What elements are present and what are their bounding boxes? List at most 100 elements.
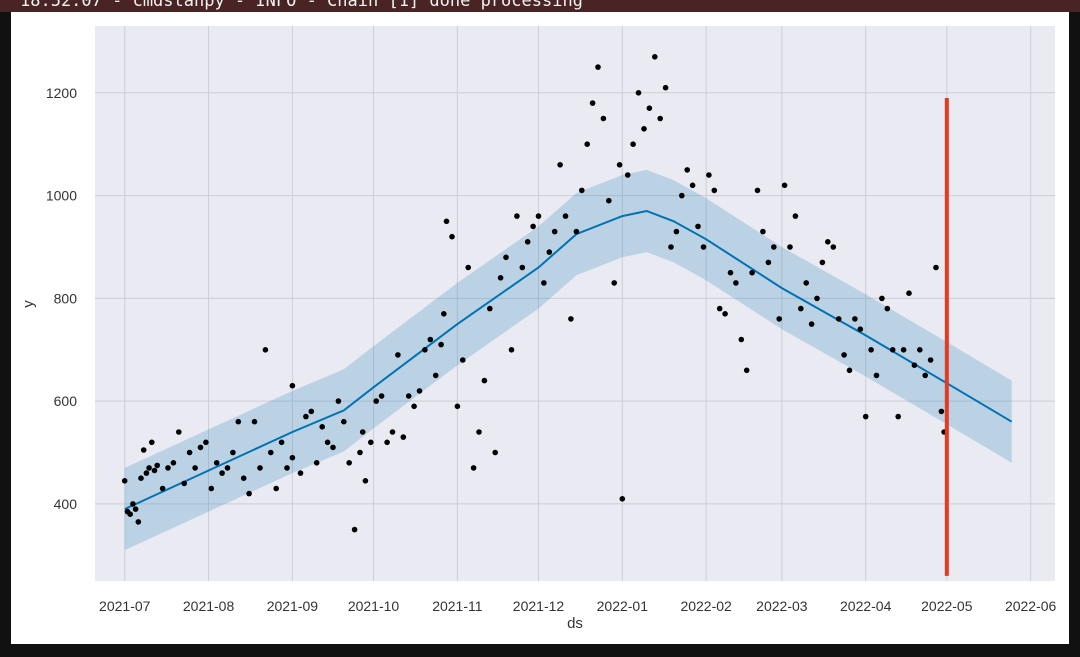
x-tick-label: 2021-09 xyxy=(267,598,319,614)
data-point xyxy=(181,480,187,487)
console-log-text: 18:52:07 - cmdstanpy - INFO - Chain [1] … xyxy=(20,0,583,11)
data-point xyxy=(589,100,596,106)
data-point xyxy=(754,187,761,194)
data-point xyxy=(825,239,831,245)
data-point xyxy=(262,347,269,353)
data-point xyxy=(911,362,918,369)
y-tick-label: 1000 xyxy=(46,188,77,204)
y-axis-label: y xyxy=(20,300,37,308)
data-point xyxy=(441,311,447,317)
data-point xyxy=(203,439,209,446)
data-point xyxy=(138,475,144,482)
data-point xyxy=(535,213,542,219)
data-point xyxy=(557,162,563,168)
data-point xyxy=(341,418,347,425)
data-point xyxy=(165,465,171,471)
data-point xyxy=(508,347,515,353)
data-point xyxy=(738,336,745,343)
data-point xyxy=(857,326,864,333)
chart-figure: 2021-07 2021-08 2021-09 2021-10 2021-11 2021-… xyxy=(11,12,1069,644)
data-point xyxy=(568,316,574,322)
uncertainty-band xyxy=(124,169,1012,551)
console-log-line: 18:52:07 - cmdstanpy - INFO - Chain [1] … xyxy=(0,0,1080,12)
data-point xyxy=(776,316,782,322)
x-tick-label: 2022-06 xyxy=(1005,598,1057,614)
data-point xyxy=(700,244,707,250)
x-tick-label: 2021-10 xyxy=(348,598,400,614)
data-point xyxy=(524,239,531,245)
data-point xyxy=(635,90,642,96)
data-point xyxy=(900,347,907,353)
data-point xyxy=(235,418,242,425)
y-tick-labels: 400 600 800 1000 1200 xyxy=(46,85,77,512)
data-point xyxy=(140,447,147,453)
data-point xyxy=(351,526,358,533)
data-point xyxy=(573,228,580,235)
data-point xyxy=(213,460,220,466)
data-point xyxy=(176,429,182,435)
data-point xyxy=(389,429,396,435)
data-point xyxy=(149,439,155,446)
data-point xyxy=(186,449,193,456)
data-point xyxy=(938,408,945,415)
data-point xyxy=(711,187,718,194)
data-point xyxy=(684,167,690,173)
forecast-line xyxy=(124,209,1013,511)
data-point xyxy=(808,321,815,327)
x-tick-labels: 2021-07 2021-08 2021-09 2021-10 2021-11 2021-… xyxy=(99,598,1057,614)
data-point xyxy=(273,485,280,492)
data-point xyxy=(657,115,663,122)
data-point xyxy=(246,490,252,497)
data-point xyxy=(579,187,585,194)
data-point xyxy=(749,269,755,276)
data-point xyxy=(192,465,198,471)
data-point xyxy=(646,105,653,111)
data-point xyxy=(289,382,296,389)
data-point xyxy=(497,275,504,281)
data-point xyxy=(159,485,166,492)
data-point xyxy=(135,519,142,525)
data-point xyxy=(600,115,607,122)
data-point xyxy=(846,367,853,374)
data-point xyxy=(378,393,385,399)
data-point xyxy=(624,172,631,178)
data-point xyxy=(384,439,390,446)
data-point xyxy=(541,280,547,286)
data-point xyxy=(373,398,380,404)
data-point xyxy=(335,398,342,404)
data-point xyxy=(324,439,331,446)
data-point xyxy=(798,305,804,312)
data-point xyxy=(611,280,617,286)
data-point xyxy=(357,449,363,456)
data-point xyxy=(319,424,326,430)
data-point xyxy=(151,467,158,474)
data-point xyxy=(695,223,701,230)
data-point xyxy=(873,372,880,379)
data-point xyxy=(706,172,712,178)
data-point xyxy=(727,269,734,276)
y-tick-label: 800 xyxy=(54,290,78,306)
data-point xyxy=(917,347,923,353)
data-point xyxy=(362,478,369,484)
data-point xyxy=(284,465,290,471)
data-point xyxy=(835,316,842,322)
data-point xyxy=(616,162,623,168)
data-point xyxy=(449,233,455,240)
y-tick-label: 1200 xyxy=(46,85,77,101)
data-point xyxy=(297,470,304,476)
data-point xyxy=(268,449,274,456)
data-point xyxy=(716,305,723,312)
data-point xyxy=(765,259,772,266)
data-point xyxy=(830,244,837,250)
data-point xyxy=(170,460,177,466)
data-point xyxy=(313,460,320,466)
data-point xyxy=(127,511,133,517)
data-point xyxy=(530,223,536,230)
data-point xyxy=(551,228,558,235)
data-point xyxy=(868,347,874,353)
data-point xyxy=(933,264,939,271)
data-point xyxy=(879,295,885,302)
y-tick-label: 400 xyxy=(54,496,78,512)
data-point xyxy=(922,372,928,379)
data-point xyxy=(519,264,526,271)
